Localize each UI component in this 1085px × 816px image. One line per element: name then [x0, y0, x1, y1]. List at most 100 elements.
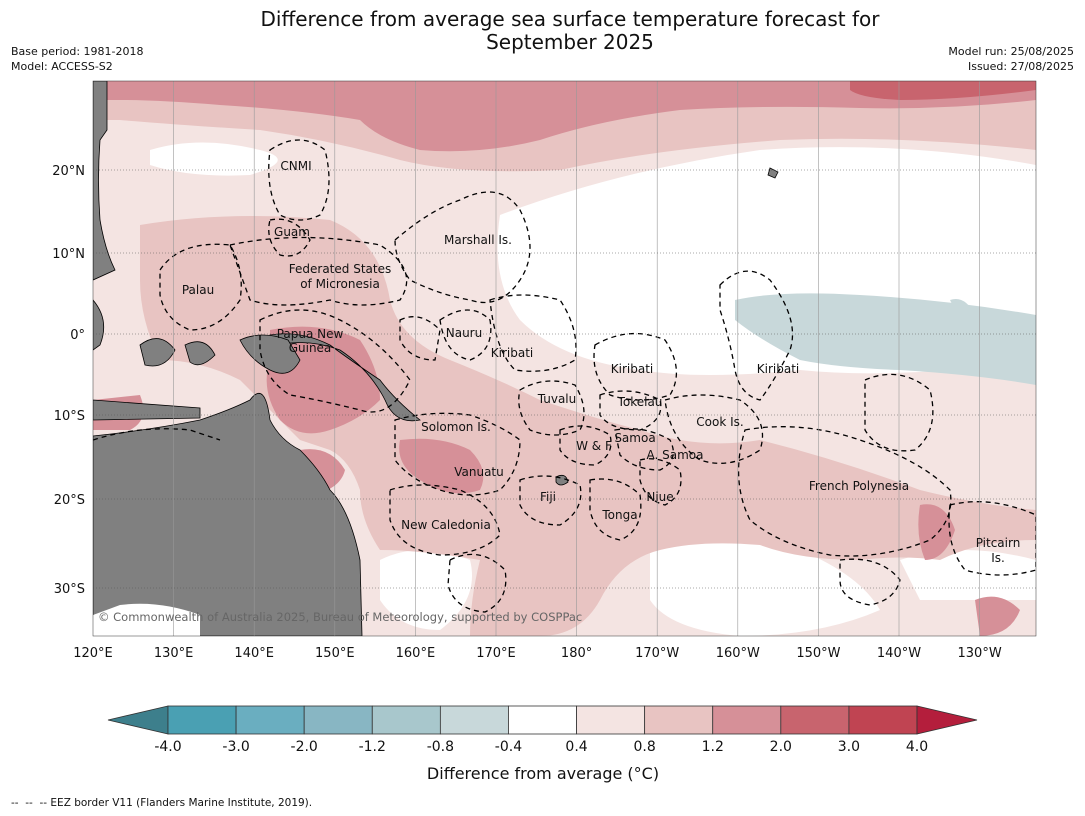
colorbar-tick-label: 3.0 [838, 739, 860, 755]
longitude-label: 140°E [234, 646, 274, 661]
colorbar-segment [303, 705, 373, 735]
nusa-tenggara-land [93, 399, 201, 421]
issued-date: Issued: 27/08/2025 [967, 60, 1074, 73]
map-fill-layer [93, 81, 1036, 636]
neutral-region [900, 550, 1036, 600]
neutral-region [93, 603, 200, 636]
region-label: Federated States [289, 262, 391, 276]
region-label: CNMI [280, 159, 311, 173]
colorbar-segment [439, 705, 509, 735]
colorbar-segment [508, 705, 577, 735]
colorbar-segment [576, 705, 646, 735]
region-label: W & F [576, 439, 612, 453]
colorbar-tick-label: 2.0 [770, 739, 792, 755]
region-label: Is. [991, 551, 1005, 565]
colorbar-tick-label: -0.8 [427, 739, 454, 755]
region-label: Tonga [601, 508, 637, 522]
colorbar-tick-label: 0.8 [634, 739, 656, 755]
region-label: Palau [182, 283, 214, 297]
cool-anomaly-region [950, 299, 975, 320]
latitude-label: 0° [70, 328, 85, 343]
longitude-label: 170°E [476, 646, 516, 661]
colorbar-tick-label: 4.0 [906, 739, 928, 755]
colorbar-segment [848, 705, 918, 735]
region-label: Tuvalu [537, 392, 577, 406]
longitude-label: 170°W [635, 646, 679, 661]
latitude-label: 30°S [54, 582, 85, 597]
longitude-label: 130°E [154, 646, 194, 661]
region-label: Pitcairn [976, 536, 1021, 550]
anomaly-region [918, 504, 955, 560]
neutral-region [650, 533, 880, 636]
region-label: Niue [646, 490, 673, 504]
colorbar-segment [712, 705, 782, 735]
graticule [93, 81, 1036, 636]
copyright-notice: © Commonwealth of Australia 2025, Bureau… [98, 610, 582, 624]
region-label: Guinea [289, 341, 332, 355]
colorbar-segment [167, 705, 237, 735]
halmahera-land [184, 341, 216, 366]
region-label: Solomon Is. [421, 420, 491, 434]
region-label: Tokelau [617, 395, 663, 409]
colorbar-segment [371, 705, 441, 735]
longitude-label: 160°E [396, 646, 436, 661]
colorbar-label: Difference from average (°C) [427, 764, 659, 783]
meta-left: Base period: 1981-2018 Model: ACCESS-S2 [11, 44, 143, 74]
longitude-label: 160°W [716, 646, 760, 661]
region-label: of Micronesia [300, 277, 380, 291]
longitude-label: 180° [561, 646, 592, 661]
latitude-label: 20°N [52, 164, 85, 179]
region-label: A. Samoa [647, 448, 704, 462]
region-label: Vanuatu [454, 465, 504, 479]
meta-right: Model run: 25/08/2025 Issued: 27/08/2025 [948, 44, 1074, 74]
region-label: Marshall Is. [444, 233, 512, 247]
philippines-land [93, 81, 116, 281]
eez-legend-note: -- -- -- EEZ border V11 (Flanders Marine… [11, 797, 313, 809]
colorbar-tick-label: -0.4 [495, 739, 522, 755]
latitude-label: 20°S [54, 493, 85, 508]
colorbar-tick-label: -2.0 [291, 739, 318, 755]
map-frame [92, 80, 1037, 637]
model-name: Model: ACCESS-S2 [11, 60, 113, 73]
new-guinea-land [239, 334, 301, 374]
region-label: Nauru [446, 326, 482, 340]
region-label: Fiji [540, 490, 556, 504]
latitude-label: 10°N [52, 247, 85, 262]
region-label: Papua New [277, 327, 344, 341]
australia-land [93, 393, 363, 636]
title-line-2: September 2025 [486, 30, 654, 54]
longitude-label: 140°W [877, 646, 921, 661]
latitude-labels: 20°N 10°N 0° 10°S 20°S 30°S [52, 164, 85, 597]
region-label: New Caledonia [401, 518, 491, 532]
colorbar-tick-label: 1.2 [702, 739, 724, 755]
colorbar-tick-label: -1.2 [359, 739, 386, 755]
region-label: Cook Is. [696, 415, 743, 429]
longitude-label: 130°W [958, 646, 1002, 661]
region-label: Guam [274, 225, 310, 239]
map-title: Difference from average sea surface temp… [0, 8, 1085, 54]
region-label: Kiribati [757, 362, 799, 376]
region-label: Kiribati [491, 346, 533, 360]
colorbar-tick-label: -4.0 [154, 739, 181, 755]
colorbar-tick-label: 0.4 [565, 739, 587, 755]
colorbar-tick-label: -3.0 [222, 739, 249, 755]
title-line-1: Difference from average sea surface temp… [260, 7, 880, 31]
colorbar: -4.0 -3.0 -2.0 -1.2 -0.8 -0.4 0.4 0.8 1.2 2.0 3.0 4… [107, 705, 978, 755]
colorbar-segment [644, 705, 714, 735]
region-label: Kiribati [611, 362, 653, 376]
longitude-label: 120°E [73, 646, 113, 661]
borneo-land [93, 299, 105, 351]
base-period: Base period: 1981-2018 [11, 45, 144, 58]
anomaly-region [850, 81, 1036, 100]
colorbar-extend-low [107, 705, 169, 735]
region-label: French Polynesia [809, 479, 909, 493]
anomaly-region [93, 81, 1036, 152]
region-labels: CNMI Guam Marshall Is. Palau Federated S… [182, 159, 1020, 565]
longitude-label: 150°E [315, 646, 355, 661]
longitude-label: 150°W [796, 646, 840, 661]
anomaly-region [975, 596, 1020, 636]
anomaly-region [399, 438, 484, 494]
latitude-label: 10°S [54, 409, 85, 424]
model-run: Model run: 25/08/2025 [948, 45, 1074, 58]
